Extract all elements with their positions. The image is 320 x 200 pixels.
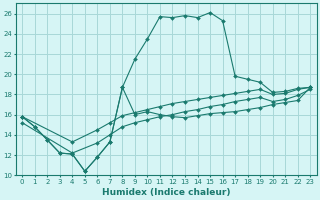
X-axis label: Humidex (Indice chaleur): Humidex (Indice chaleur) (102, 188, 230, 197)
